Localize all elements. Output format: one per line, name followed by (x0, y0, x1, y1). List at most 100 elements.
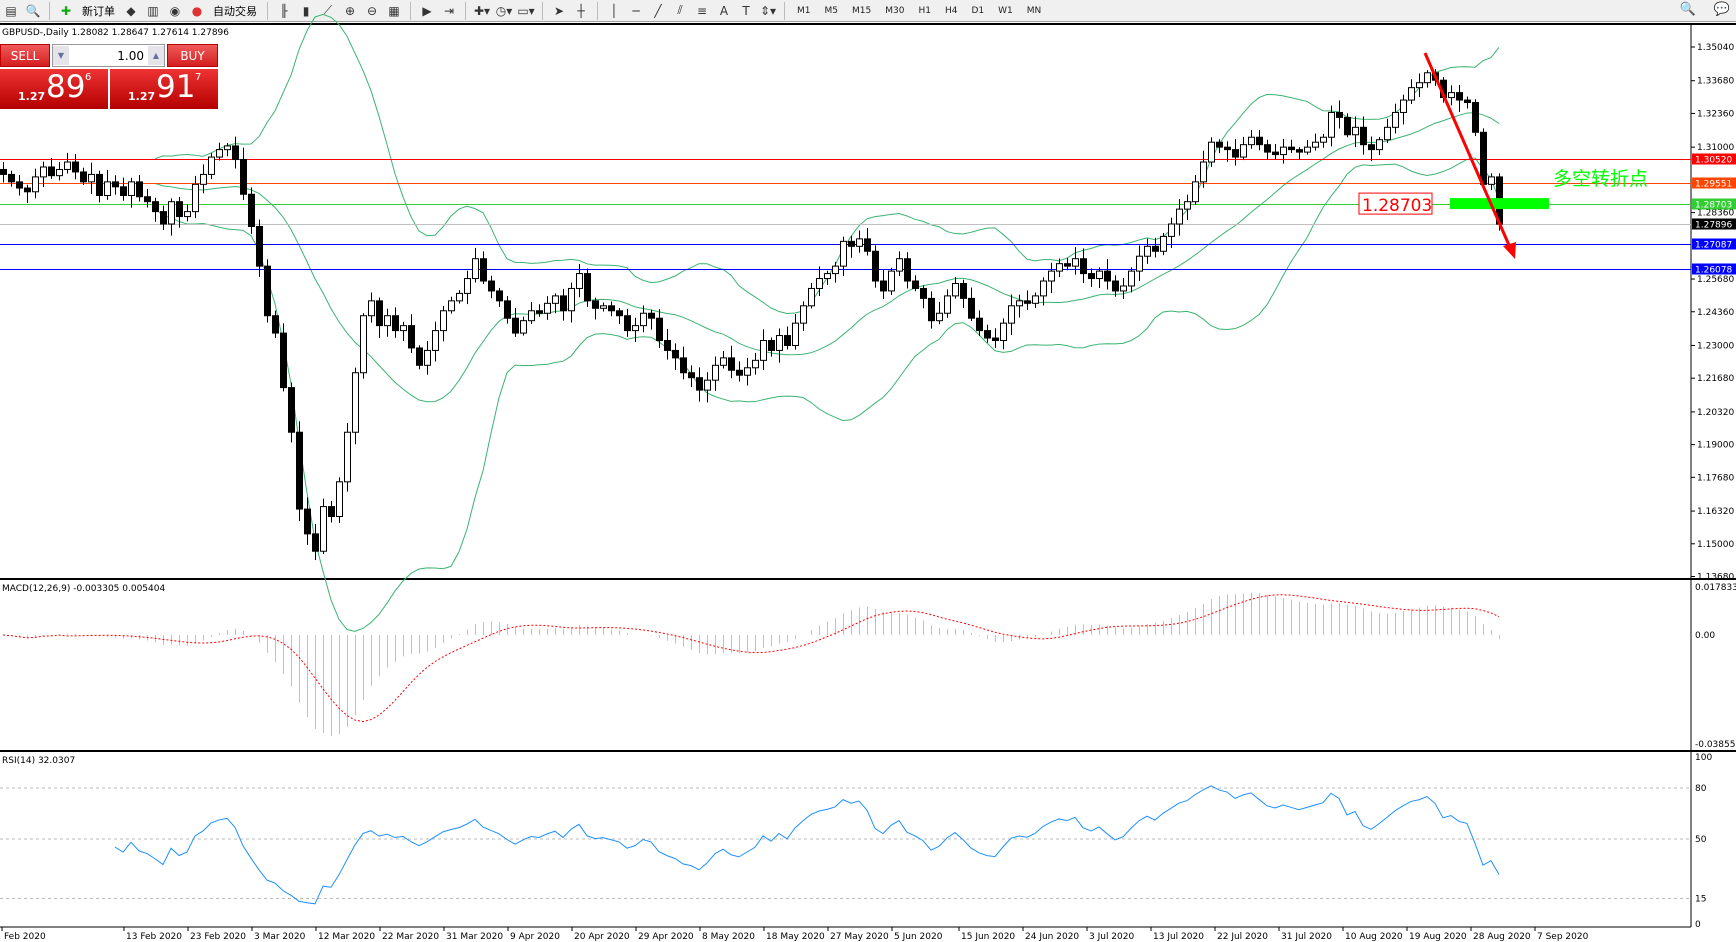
sell-price[interactable]: 1.27 89 6 (0, 69, 108, 109)
candle-body (1272, 151, 1279, 156)
candle (16, 174, 23, 196)
candle-body (1088, 273, 1095, 280)
bar-chart-icon[interactable]: ╟ (280, 3, 288, 18)
candle-body (1456, 92, 1463, 101)
terminal-icon[interactable]: ◉ (169, 3, 181, 18)
candle-body (648, 312, 655, 319)
candle-body (200, 173, 207, 185)
new-order-icon[interactable]: ✚ (60, 3, 72, 18)
candle (496, 287, 503, 307)
candle-body (904, 258, 911, 282)
line-chart-icon[interactable]: ⟋ (323, 3, 333, 17)
new-order-label[interactable]: 新订单 (82, 4, 115, 18)
candle (728, 345, 735, 379)
sell-button[interactable]: SELL (0, 44, 50, 67)
lot-increase-button[interactable]: ▲ (148, 46, 164, 65)
timeframe-d1[interactable]: D1 (971, 5, 985, 16)
cursor-icon[interactable]: ➤ (553, 3, 565, 18)
candlestick-icon[interactable]: ▮ (302, 3, 310, 18)
timeframe-m1[interactable]: M1 (797, 5, 811, 16)
candle-body (312, 533, 319, 552)
trendline-icon[interactable]: ╱ (654, 3, 662, 18)
market-watch-icon[interactable]: ◆ (126, 3, 136, 18)
new-chart-icon[interactable]: ▤ (5, 3, 17, 18)
candle (984, 324, 991, 343)
autotrading-label[interactable]: 自动交易 (213, 4, 257, 18)
timeframe-h4[interactable]: H4 (944, 5, 958, 16)
candle (328, 500, 335, 523)
buy-button[interactable]: BUY (167, 44, 218, 67)
candle (1448, 85, 1455, 106)
lot-input[interactable] (69, 48, 148, 63)
chat-icon[interactable]: 💬 (1713, 2, 1730, 17)
candle (240, 147, 247, 200)
candle (1152, 237, 1159, 258)
candle-body (336, 481, 343, 518)
candle-body (1216, 141, 1223, 148)
fibonacci-icon[interactable]: ≡ (696, 3, 708, 18)
timeframe-mn[interactable]: MN (1026, 5, 1042, 16)
candle-body (688, 372, 695, 379)
candle (1184, 194, 1191, 221)
autotrading-icon[interactable]: ● (191, 3, 203, 18)
candle (408, 314, 415, 354)
candle-body (296, 431, 303, 510)
arrows-icon[interactable]: ⇕▾ (759, 3, 777, 18)
zoom-in-icon[interactable]: ⊕ (344, 3, 356, 18)
candle-body (152, 201, 159, 213)
text-icon[interactable]: A (719, 3, 729, 18)
buy-price[interactable]: 1.27 91 7 (110, 69, 218, 109)
candle (1336, 100, 1343, 129)
trend-arrow (1423, 52, 1514, 253)
candle (1384, 118, 1391, 143)
candle-body (136, 181, 143, 198)
crosshair-icon[interactable]: ┼ (577, 3, 585, 18)
candle (1344, 113, 1351, 138)
candle-body (416, 347, 423, 366)
candle (968, 287, 975, 321)
navigator-icon[interactable]: ▥ (147, 3, 159, 18)
profiles-icon[interactable]: 🔍 (25, 3, 41, 18)
auto-scroll-icon[interactable]: ▶ (422, 3, 432, 18)
timeframe-m15[interactable]: M15 (852, 5, 872, 16)
equidistant-channel-icon[interactable]: ⫽ (677, 3, 683, 17)
timeframe-m5[interactable]: M5 (824, 5, 839, 16)
search-icon[interactable]: 🔍 (1679, 2, 1696, 17)
macd-label: MACD(12,26,9) -0.003305 0.005404 (2, 584, 166, 594)
candle-body (784, 335, 791, 346)
periods-icon[interactable]: ◷▾ (495, 3, 513, 18)
candle (768, 337, 775, 357)
tile-windows-icon[interactable]: ▦ (388, 3, 400, 18)
one-click-trading-panel: SELL ▼ ▲ BUY 1.27 89 6 1.27 91 7 (0, 44, 218, 109)
candle (992, 328, 999, 348)
candle (840, 236, 847, 276)
candle-body (1376, 139, 1383, 151)
candle (208, 153, 215, 180)
buy-price-prefix: 1.27 (128, 90, 156, 103)
buy-price-pip: 7 (195, 72, 202, 83)
text-label-icon[interactable]: T (742, 3, 750, 18)
sell-price-prefix: 1.27 (18, 90, 46, 103)
candle (872, 245, 879, 288)
candle (1368, 136, 1375, 162)
candle-body (208, 156, 215, 175)
timeframe-m30[interactable]: M30 (885, 5, 905, 16)
candle-body (1128, 270, 1135, 287)
chart-shift-icon[interactable]: ⇥ (443, 3, 455, 18)
templates-icon[interactable]: ▭▾ (517, 3, 535, 18)
lot-decrease-button[interactable]: ▼ (53, 46, 69, 65)
candle-body (1000, 322, 1007, 342)
date-label: 31 Jul 2020 (1281, 932, 1332, 942)
timeframe-w1[interactable]: W1 (998, 5, 1013, 16)
toolbar-separator (597, 1, 598, 20)
candle (560, 288, 567, 321)
horizontal-line-icon[interactable]: ─ (632, 3, 640, 18)
zoom-out-icon[interactable]: ⊖ (366, 3, 378, 18)
candle (704, 372, 711, 403)
vertical-line-icon[interactable]: │ (610, 3, 618, 18)
indicators-icon[interactable]: ✚▾ (473, 3, 491, 18)
candle-body (816, 278, 823, 289)
candle-body (1032, 295, 1039, 304)
timeframe-h1[interactable]: H1 (918, 5, 931, 16)
